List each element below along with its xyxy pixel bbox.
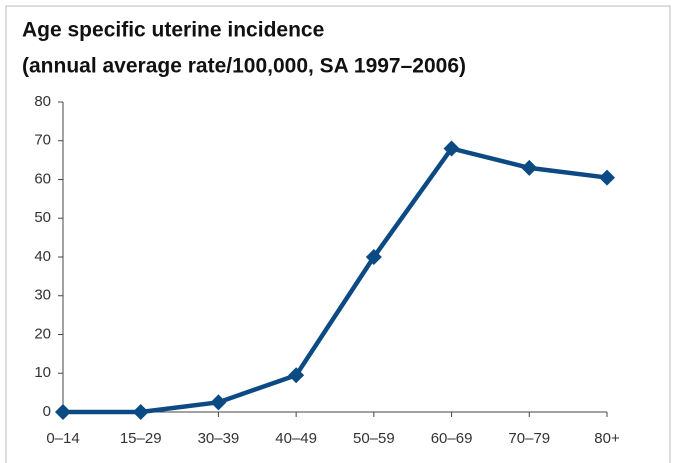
data-point (443, 140, 460, 157)
data-point (210, 394, 227, 411)
x-tick-label: 70–79 (508, 430, 550, 447)
chart-title: Age specific uterine incidence (22, 19, 324, 42)
data-point (55, 404, 71, 420)
x-tick-label: 50–59 (353, 430, 395, 447)
x-tick-label: 60–69 (431, 430, 473, 447)
y-tick-label: 0 (43, 403, 51, 420)
x-tick-label: 80+ (594, 430, 620, 447)
y-tick-label: 20 (34, 325, 51, 342)
data-line (63, 146, 608, 415)
y-tick-label: 10 (34, 364, 51, 381)
x-tick-label: 30–39 (198, 430, 240, 447)
x-tick-label: 0–14 (46, 430, 79, 447)
x-tick-label: 15–29 (120, 430, 162, 447)
data-point (365, 249, 382, 265)
frame (5, 5, 671, 463)
data-point (288, 367, 305, 384)
y-tick-label: 80 (34, 93, 51, 110)
data-point (132, 404, 149, 420)
chart-subtitle: (annual average rate/100,000, SA 1997–20… (22, 55, 466, 78)
y-tick-label: 60 (34, 170, 51, 187)
y-tick-label: 40 (34, 248, 51, 265)
y-tick-label: 30 (34, 287, 51, 304)
y-tick-label: 70 (34, 132, 51, 149)
data-point (599, 169, 615, 186)
x-tick-label: 40–49 (275, 430, 317, 447)
y-tick-label: 50 (34, 209, 51, 226)
data-point (521, 159, 538, 176)
